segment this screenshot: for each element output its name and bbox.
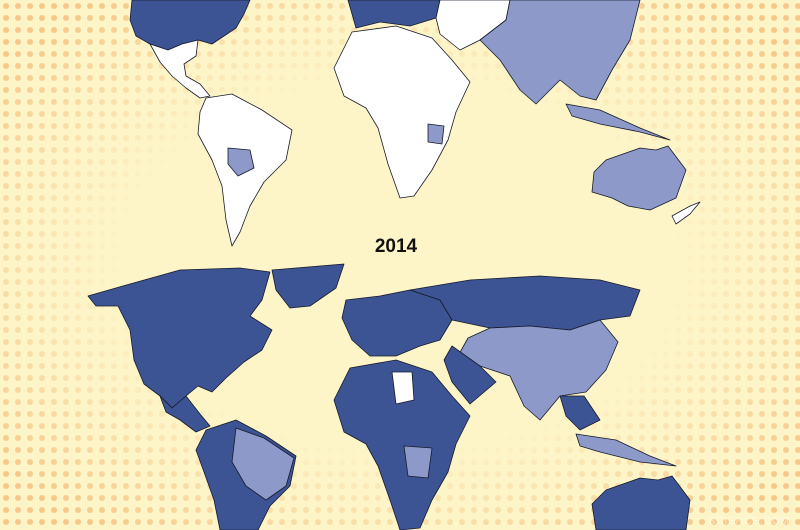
new-zealand [671, 201, 701, 225]
central-africa [403, 445, 433, 479]
north-america [87, 267, 273, 409]
indonesia [575, 433, 677, 467]
mexico [149, 39, 211, 99]
australia [591, 145, 687, 211]
watermark: SCIENCE.COM [708, 516, 790, 527]
africa [333, 359, 471, 530]
libya [391, 371, 415, 405]
greenland [271, 263, 345, 309]
europe [347, 0, 441, 29]
tanzania [427, 123, 445, 145]
arabia [443, 345, 497, 405]
year-label: 2014 [375, 236, 418, 257]
bottom-map [87, 263, 691, 530]
central-america [159, 395, 211, 433]
southeast-asia [559, 395, 601, 431]
bolivia [227, 147, 255, 177]
indonesia [565, 103, 671, 141]
europe [341, 289, 453, 357]
africa [333, 25, 471, 199]
australia [591, 475, 691, 530]
asia [479, 0, 641, 105]
top-map [129, 0, 701, 247]
brazil [231, 427, 295, 501]
